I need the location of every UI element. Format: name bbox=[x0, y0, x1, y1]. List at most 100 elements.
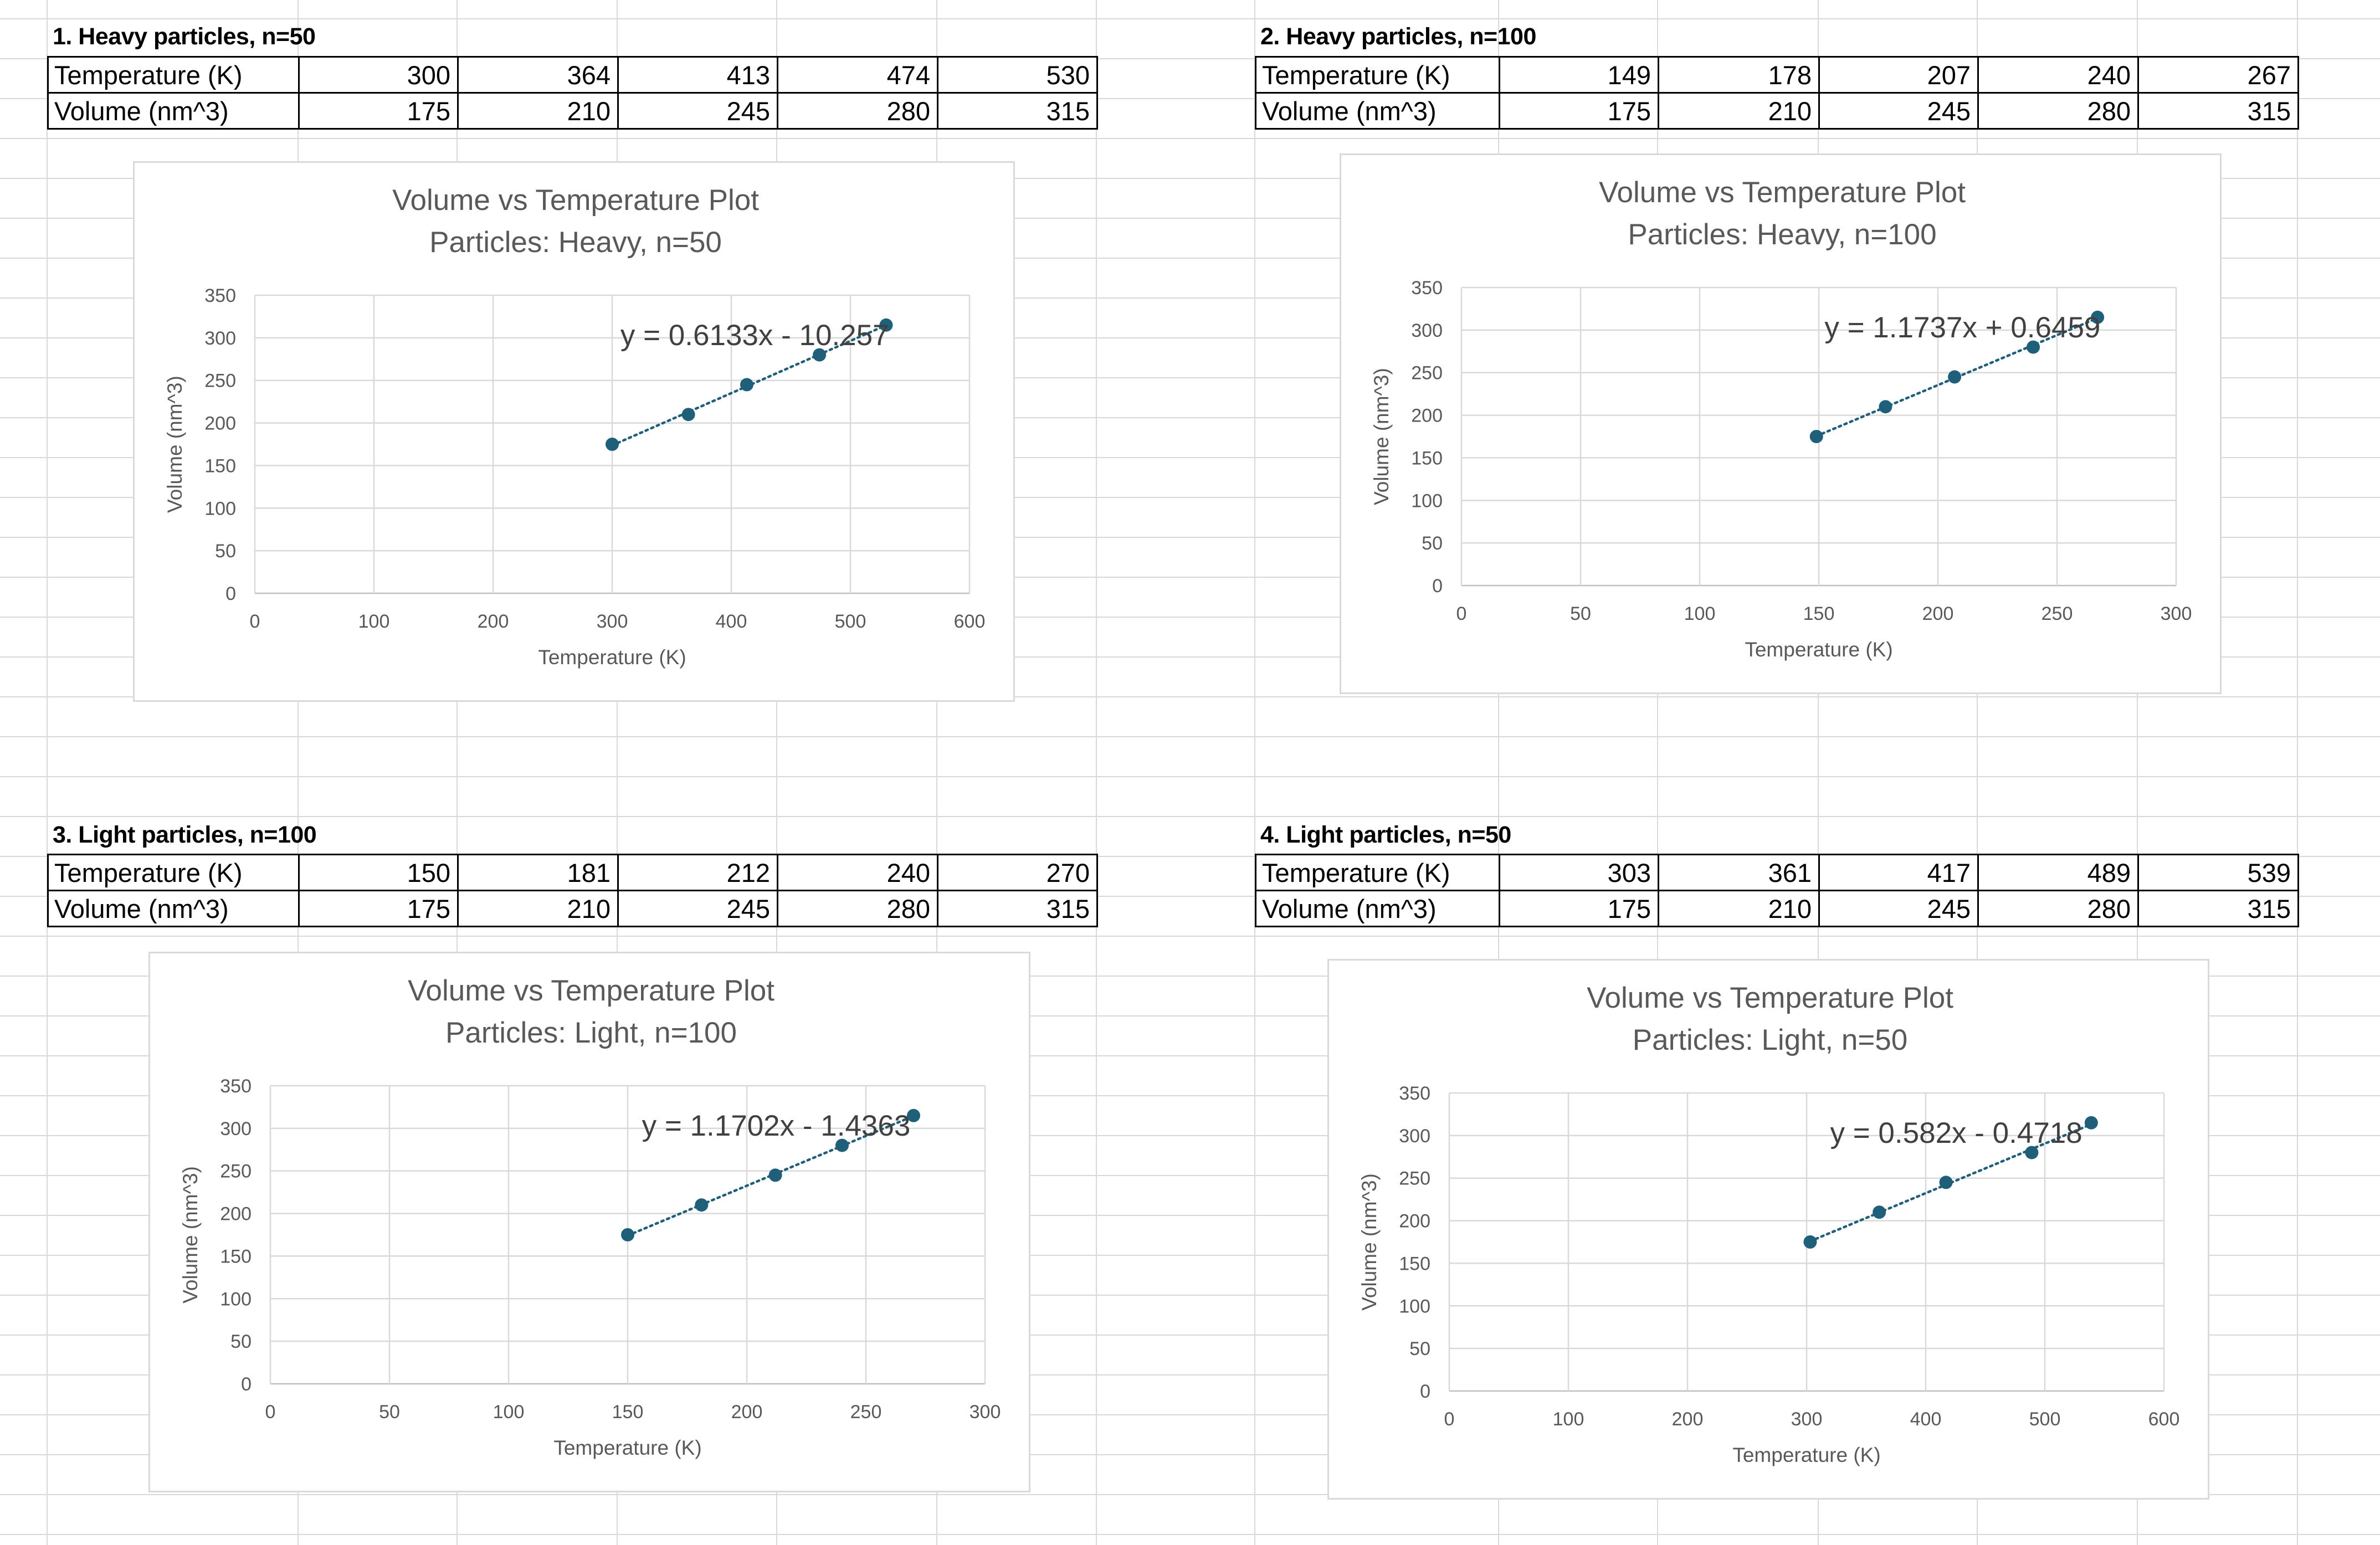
table-row-volume: Volume (nm^3) 175 210 245 280 315 bbox=[47, 890, 1098, 927]
table-cell[interactable]: 210 bbox=[1658, 92, 1820, 130]
row-label[interactable]: Volume (nm^3) bbox=[47, 890, 300, 927]
y-tick-label: 0 bbox=[1420, 1381, 1430, 1402]
table-cell[interactable]: 175 bbox=[298, 92, 459, 130]
x-axis-label: Temperature (K) bbox=[538, 646, 686, 669]
table-cell[interactable]: 280 bbox=[1977, 92, 2139, 130]
chart-volume-vs-temperature[interactable]: Volume vs Temperature Plot Particles: Lig… bbox=[148, 952, 1030, 1492]
row-label[interactable]: Temperature (K) bbox=[47, 56, 300, 94]
x-tick-label: 300 bbox=[597, 611, 628, 632]
table-cell[interactable]: 175 bbox=[298, 890, 459, 927]
table-cell[interactable]: 267 bbox=[2137, 56, 2299, 94]
table-cell[interactable]: 240 bbox=[777, 854, 938, 891]
table-cell[interactable]: 280 bbox=[777, 92, 938, 130]
x-tick-label: 200 bbox=[731, 1402, 763, 1423]
table-cell[interactable]: 539 bbox=[2137, 854, 2299, 891]
table-cell[interactable]: 270 bbox=[937, 854, 1098, 891]
x-tick-label: 400 bbox=[716, 611, 747, 632]
x-tick-label: 200 bbox=[1922, 603, 1954, 624]
x-tick-label: 250 bbox=[2042, 603, 2073, 624]
table-cell[interactable]: 175 bbox=[1499, 890, 1659, 927]
y-tick-label: 300 bbox=[1411, 320, 1443, 341]
y-tick-label: 50 bbox=[1422, 533, 1443, 554]
x-tick-label: 0 bbox=[1456, 603, 1467, 624]
table-cell[interactable]: 361 bbox=[1658, 854, 1820, 891]
table-row-volume: Volume (nm^3) 175 210 245 280 315 bbox=[47, 92, 1098, 130]
table-cell[interactable]: 181 bbox=[457, 854, 619, 891]
y-tick-label: 200 bbox=[220, 1204, 252, 1225]
table-cell[interactable]: 303 bbox=[1499, 854, 1659, 891]
data-point bbox=[1873, 1205, 1886, 1219]
table-cell[interactable]: 315 bbox=[937, 92, 1098, 130]
table-cell[interactable]: 210 bbox=[457, 92, 619, 130]
table-cell[interactable]: 280 bbox=[777, 890, 938, 927]
data-point bbox=[1939, 1176, 1953, 1189]
data-point bbox=[907, 1108, 920, 1122]
row-label[interactable]: Temperature (K) bbox=[47, 854, 300, 891]
y-axis-label: Volume (nm^3) bbox=[179, 1166, 202, 1303]
row-label[interactable]: Temperature (K) bbox=[1255, 56, 1500, 94]
table-row-volume: Volume (nm^3) 175 210 245 280 315 bbox=[1255, 890, 2299, 927]
chart-volume-vs-temperature[interactable]: Volume vs Temperature Plot Particles: Hea… bbox=[133, 161, 1015, 702]
table-cell[interactable]: 530 bbox=[937, 56, 1098, 94]
data-point bbox=[2084, 1116, 2098, 1130]
section-title: 4. Light particles, n=50 bbox=[1260, 822, 1511, 848]
chart-subtitle: Particles: Light, n=50 bbox=[1633, 1024, 1907, 1056]
row-label[interactable]: Volume (nm^3) bbox=[1255, 92, 1500, 130]
table-cell[interactable]: 207 bbox=[1818, 56, 1979, 94]
x-tick-label: 500 bbox=[835, 611, 866, 632]
table-cell[interactable]: 245 bbox=[617, 92, 778, 130]
y-tick-label: 100 bbox=[220, 1289, 252, 1310]
table-cell[interactable]: 245 bbox=[1818, 92, 1979, 130]
table-cell[interactable]: 210 bbox=[457, 890, 619, 927]
table-cell[interactable]: 245 bbox=[1818, 890, 1979, 927]
table-row-temperature: Temperature (K) 149 178 207 240 267 bbox=[1255, 56, 2299, 94]
table-cell[interactable]: 280 bbox=[1977, 890, 2139, 927]
table-cell[interactable]: 315 bbox=[2137, 92, 2299, 130]
data-point bbox=[879, 318, 893, 332]
table-cell[interactable]: 315 bbox=[2137, 890, 2299, 927]
table-cell[interactable]: 240 bbox=[1977, 56, 2139, 94]
data-point bbox=[681, 408, 695, 422]
y-tick-label: 150 bbox=[1399, 1253, 1430, 1274]
x-tick-label: 150 bbox=[1803, 603, 1835, 624]
table-cell[interactable]: 413 bbox=[617, 56, 778, 94]
row-label[interactable]: Volume (nm^3) bbox=[1255, 890, 1500, 927]
y-tick-label: 300 bbox=[204, 328, 236, 349]
section-title: 1. Heavy particles, n=50 bbox=[53, 23, 316, 50]
table-cell[interactable]: 300 bbox=[298, 56, 459, 94]
trendline-equation: y = 0.6133x - 10.257 bbox=[620, 319, 889, 352]
y-tick-label: 250 bbox=[1411, 363, 1443, 384]
chart-volume-vs-temperature[interactable]: Volume vs Temperature Plot Particles: Lig… bbox=[1327, 959, 2209, 1500]
chart-svg: Volume vs Temperature Plot Particles: Lig… bbox=[1358, 982, 2179, 1466]
section-title: 3. Light particles, n=100 bbox=[53, 822, 317, 848]
table-cell[interactable]: 489 bbox=[1977, 854, 2139, 891]
chart-volume-vs-temperature[interactable]: Volume vs Temperature Plot Particles: Hea… bbox=[1340, 153, 2222, 694]
y-tick-label: 0 bbox=[241, 1374, 252, 1395]
table-cell[interactable]: 364 bbox=[457, 56, 619, 94]
y-tick-label: 100 bbox=[1399, 1296, 1430, 1317]
data-point bbox=[1948, 370, 1962, 384]
y-tick-label: 350 bbox=[220, 1076, 252, 1097]
table-cell[interactable]: 149 bbox=[1499, 56, 1659, 94]
table-cell[interactable]: 178 bbox=[1658, 56, 1820, 94]
data-point bbox=[2027, 340, 2040, 354]
table-cell[interactable]: 245 bbox=[617, 890, 778, 927]
table-cell[interactable]: 417 bbox=[1818, 854, 1979, 891]
table-cell[interactable]: 315 bbox=[937, 890, 1098, 927]
x-tick-label: 0 bbox=[265, 1402, 276, 1423]
table-cell[interactable]: 175 bbox=[1499, 92, 1659, 130]
trendline-equation: y = 1.1737x + 0.6459 bbox=[1824, 311, 2100, 344]
chart-subtitle: Particles: Heavy, n=50 bbox=[429, 226, 722, 259]
x-tick-label: 400 bbox=[1910, 1409, 1942, 1430]
x-tick-label: 250 bbox=[850, 1402, 882, 1423]
table-cell[interactable]: 150 bbox=[298, 854, 459, 891]
data-point bbox=[835, 1138, 849, 1152]
row-label[interactable]: Volume (nm^3) bbox=[47, 92, 300, 130]
y-tick-label: 100 bbox=[204, 498, 236, 519]
x-tick-label: 100 bbox=[358, 611, 390, 632]
row-label[interactable]: Temperature (K) bbox=[1255, 854, 1500, 891]
table-cell[interactable]: 212 bbox=[617, 854, 778, 891]
table-cell[interactable]: 474 bbox=[777, 56, 938, 94]
table-cell[interactable]: 210 bbox=[1658, 890, 1820, 927]
y-tick-label: 250 bbox=[204, 371, 236, 392]
